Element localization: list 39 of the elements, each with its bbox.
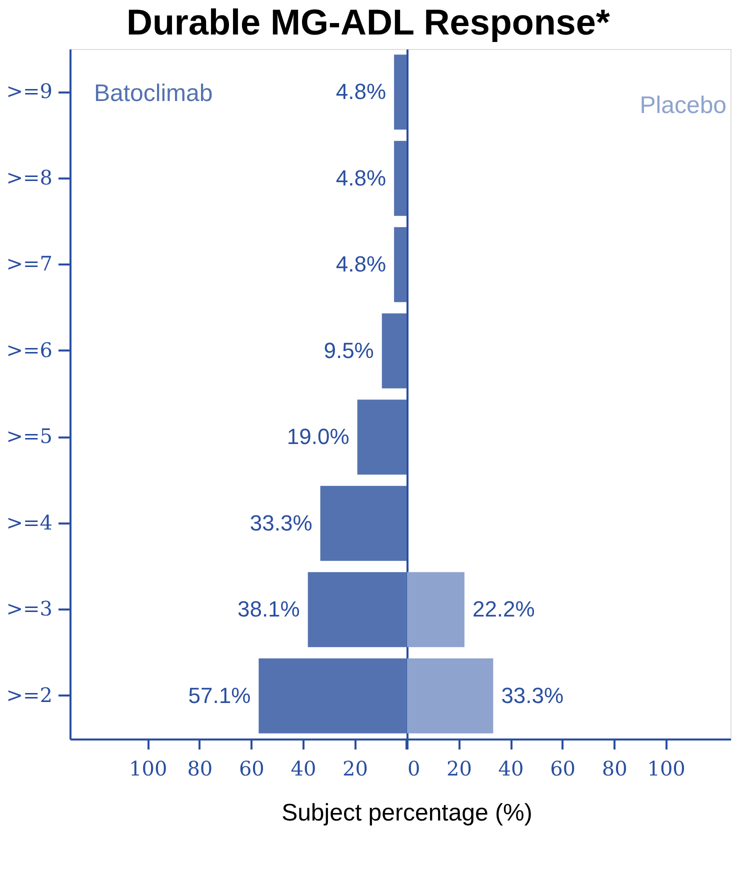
y-tick-label: >=6 [6, 338, 52, 362]
data-label: 33.3% [250, 510, 312, 536]
y-tick-label: >=3 [6, 596, 52, 621]
y-tick-label: >=5 [6, 424, 52, 448]
data-label: 9.5% [324, 338, 374, 363]
x-tick-label: 20 [446, 756, 472, 780]
y-tick-label: >=8 [6, 165, 52, 190]
y-tick-label: >=7 [6, 252, 52, 276]
x-tick-label: 60 [238, 756, 264, 780]
text: Placebo [640, 92, 727, 119]
bar [394, 227, 406, 302]
bar [320, 486, 406, 561]
x-tick-label: 40 [498, 756, 524, 780]
x-tick-label: 100 [129, 756, 168, 780]
data-label: 4.8% [336, 252, 386, 277]
text: Batoclimab [94, 80, 213, 107]
data-label: 57.1% [188, 682, 251, 708]
bar [394, 140, 406, 216]
x-tick-label: 80 [187, 756, 213, 780]
x-axis-title: Subject percentage (%) [282, 800, 532, 826]
data-label: 38.1% [237, 596, 300, 622]
x-tick-label: 100 [647, 756, 686, 780]
chart-title: Durable MG-ADL Response* [126, 2, 610, 42]
data-label: 33.3% [501, 682, 564, 708]
data-label: 4.8% [336, 79, 386, 104]
x-tick-label: 0 [408, 756, 420, 780]
x-tick-label: 40 [290, 756, 316, 780]
x-tick-label: 80 [602, 756, 628, 780]
bar [382, 313, 406, 388]
y-tick-label: >=9 [6, 79, 52, 104]
y-tick-label: >=4 [6, 510, 52, 534]
data-label: 4.8% [336, 165, 386, 190]
x-tick-label: 60 [550, 756, 576, 780]
bar [357, 400, 406, 475]
x-tick-label: 20 [342, 756, 368, 780]
y-tick-label: >=2 [6, 682, 52, 707]
data-label: 19.0% [286, 424, 350, 450]
data-label: 22.2% [472, 596, 535, 622]
bar [394, 54, 406, 130]
